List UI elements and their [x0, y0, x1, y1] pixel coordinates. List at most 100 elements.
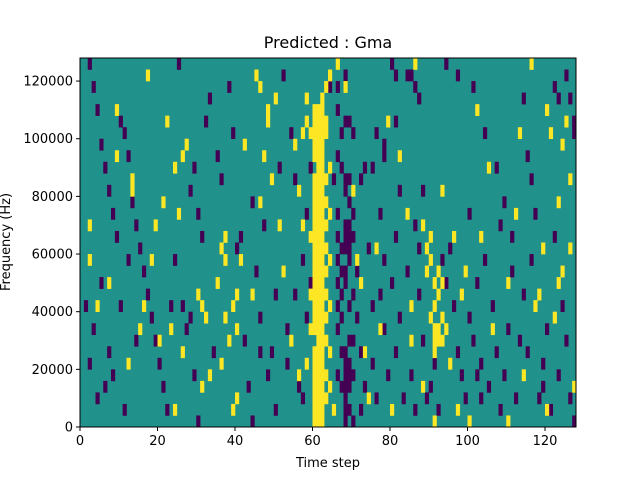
heatmap-cell-high	[300, 127, 306, 140]
heatmap-cell-high	[409, 334, 414, 347]
heatmap-cell-high	[312, 323, 317, 336]
heatmap-cell-high	[95, 300, 100, 312]
heatmap-cell-high	[436, 334, 441, 347]
heatmap-cell-low	[285, 357, 290, 370]
heatmap-cell-low	[436, 403, 441, 416]
heatmap-cell-high	[312, 150, 317, 163]
heatmap-cell-low	[366, 242, 371, 255]
heatmap-cell-low	[548, 403, 554, 416]
heatmap-cell-low	[95, 392, 100, 405]
heatmap-cell-high	[316, 323, 321, 336]
heatmap-cell-low	[343, 415, 348, 428]
heatmap-cell-high	[266, 115, 271, 128]
heatmap-cell-high	[409, 300, 414, 312]
heatmap-cell-low	[335, 369, 340, 382]
heatmap-cell-low	[184, 323, 189, 336]
heatmap-cell-high	[235, 392, 240, 405]
heatmap-cell-high	[138, 323, 143, 336]
heatmap-cell-high	[169, 323, 174, 336]
heatmap-cell-high	[432, 300, 437, 312]
heatmap-cell-low	[173, 254, 178, 266]
heatmap-cell-low	[455, 69, 461, 82]
heatmap-cell-high	[312, 403, 317, 416]
heatmap-cell-high	[293, 138, 298, 151]
heatmap-cell-high	[320, 184, 325, 197]
heatmap-cell-high	[436, 265, 441, 278]
heatmap-cell-low	[514, 392, 519, 405]
heatmap-cell-low	[556, 92, 561, 105]
heatmap-cell-high	[343, 81, 348, 93]
heatmap-cell-low	[204, 115, 209, 128]
heatmap-cell-low	[409, 369, 414, 382]
heatmap-cell-high	[440, 334, 445, 347]
heatmap-cell-high	[312, 230, 317, 243]
heatmap-cell-low	[196, 415, 201, 428]
heatmap-cell-high	[231, 300, 236, 312]
heatmap-cell-low	[343, 173, 348, 186]
heatmap-cell-low	[328, 81, 333, 93]
heatmap-cell-high	[320, 138, 325, 151]
heatmap-cell-high	[436, 323, 441, 336]
heatmap-cell-low	[165, 403, 170, 416]
heatmap-cell-high	[277, 219, 282, 232]
heatmap-cell-low	[405, 265, 410, 278]
heatmap-cell-high	[316, 346, 321, 359]
heatmap-cell-high	[541, 242, 546, 255]
heatmap-cell-high	[320, 311, 325, 324]
heatmap-cell-high	[304, 92, 309, 105]
heatmap-cell-high	[324, 81, 329, 93]
heatmap-cell-low	[359, 173, 364, 186]
heatmap-cell-high	[316, 196, 321, 209]
heatmap-cell-low	[564, 334, 569, 347]
heatmap-cell-high	[312, 300, 317, 312]
heatmap-cell-high	[219, 357, 224, 370]
heatmap-cell-high	[440, 277, 445, 289]
heatmap-cell-low	[572, 115, 577, 128]
heatmap-cell-high	[320, 392, 325, 405]
heatmap-cell-low	[393, 115, 399, 128]
heatmap-cell-high	[432, 415, 437, 428]
heatmap-cell-low	[390, 277, 395, 289]
heatmap-cell-high	[324, 115, 329, 128]
heatmap-cell-low	[335, 277, 340, 289]
heatmap-cell-low	[343, 369, 348, 382]
heatmap-cell-high	[312, 380, 317, 393]
heatmap-cell-high	[320, 127, 325, 140]
heatmap-cell-low	[413, 403, 418, 416]
heatmap-cell-low	[467, 207, 472, 220]
heatmap-cell-low	[107, 184, 112, 197]
heatmap-cell-high	[452, 230, 457, 243]
heatmap-cell-high	[200, 380, 205, 393]
heatmap-cell-high	[235, 288, 240, 301]
heatmap-cell-low	[339, 380, 344, 393]
heatmap-cell-high	[320, 254, 325, 266]
heatmap-cell-high	[145, 69, 151, 82]
heatmap-cell-high	[320, 104, 325, 116]
heatmap-cell-high	[316, 254, 321, 266]
heatmap-cell-low	[502, 196, 507, 209]
heatmap-cell-low	[502, 369, 507, 382]
chart-title: Predicted : Gma	[264, 33, 392, 52]
heatmap-cell-low	[87, 58, 92, 70]
heatmap-cell-high	[320, 173, 325, 186]
heatmap-cell-low	[417, 288, 422, 301]
heatmap-cell-low	[351, 415, 356, 428]
heatmap-cell-high	[324, 173, 329, 186]
heatmap-cell-low	[308, 277, 313, 289]
heatmap-cell-low	[339, 311, 344, 324]
heatmap-cell-low	[300, 392, 306, 405]
heatmap-cell-low	[300, 254, 306, 266]
heatmap-cell-low	[339, 265, 344, 278]
heatmap-cell-high	[242, 138, 247, 151]
heatmap-cell-low	[397, 311, 402, 324]
heatmap-cell-high	[304, 357, 309, 370]
heatmap-cell-low	[560, 300, 565, 312]
y-tick-label: 80000	[32, 190, 73, 205]
heatmap-cell-high	[316, 357, 321, 370]
heatmap-cell-high	[362, 346, 368, 359]
x-tick-label: 100	[455, 434, 480, 449]
heatmap-cell-low	[196, 207, 201, 220]
heatmap-cell-high	[560, 138, 565, 151]
heatmap-cell-low	[545, 323, 550, 336]
heatmap-cell-low	[219, 173, 224, 186]
